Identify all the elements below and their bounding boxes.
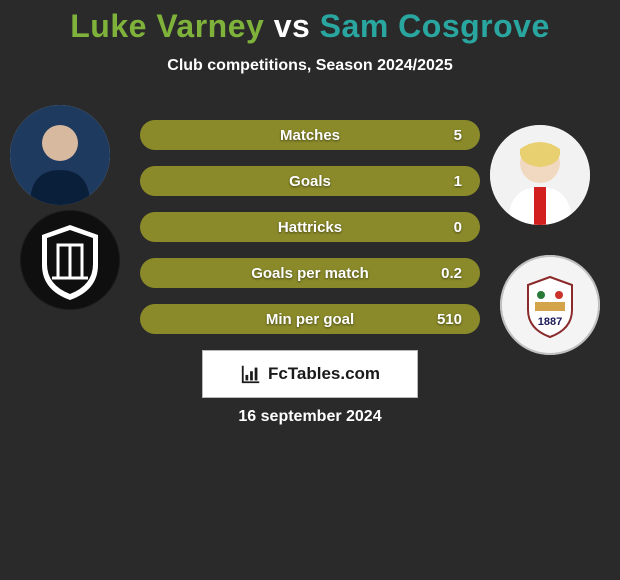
stat-row: Min per goal 510 (140, 304, 480, 334)
vs-label: vs (274, 8, 311, 44)
stat-row: Goals per match 0.2 (140, 258, 480, 288)
stat-value: 1 (454, 173, 462, 190)
player1-club-crest (20, 210, 120, 310)
svg-text:1887: 1887 (538, 316, 562, 328)
stat-label: Matches (280, 127, 340, 144)
stat-value: 510 (437, 311, 462, 328)
brand-badge: FcTables.com (202, 350, 418, 398)
stats-panel: Matches 5 Goals 1 Hattricks 0 Goals per … (140, 120, 480, 350)
player2-avatar (490, 125, 590, 225)
subtitle: Club competitions, Season 2024/2025 (0, 57, 620, 75)
player2-name: Sam Cosgrove (320, 8, 550, 44)
stat-row: Hattricks 0 (140, 212, 480, 242)
stat-label: Goals per match (251, 265, 369, 282)
player1-avatar (10, 105, 110, 205)
stat-label: Goals (289, 173, 331, 190)
player2-avatar-image (490, 125, 590, 225)
club-crest-icon (20, 210, 120, 310)
stat-row: Goals 1 (140, 166, 480, 196)
stat-value: 0.2 (441, 265, 462, 282)
stat-value: 0 (454, 219, 462, 236)
brand-text: FcTables.com (268, 364, 380, 384)
stat-value: 5 (454, 127, 462, 144)
player2-club-crest: 1887 (500, 255, 600, 355)
player1-name: Luke Varney (70, 8, 264, 44)
date-label: 16 september 2024 (238, 408, 381, 426)
chart-icon (240, 363, 262, 385)
club-crest-icon: 1887 (500, 255, 600, 355)
comparison-title: Luke Varney vs Sam Cosgrove (0, 0, 620, 45)
stat-label: Min per goal (266, 311, 354, 328)
stat-row: Matches 5 (140, 120, 480, 150)
stat-label: Hattricks (278, 219, 342, 236)
player1-avatar-image (10, 105, 110, 205)
